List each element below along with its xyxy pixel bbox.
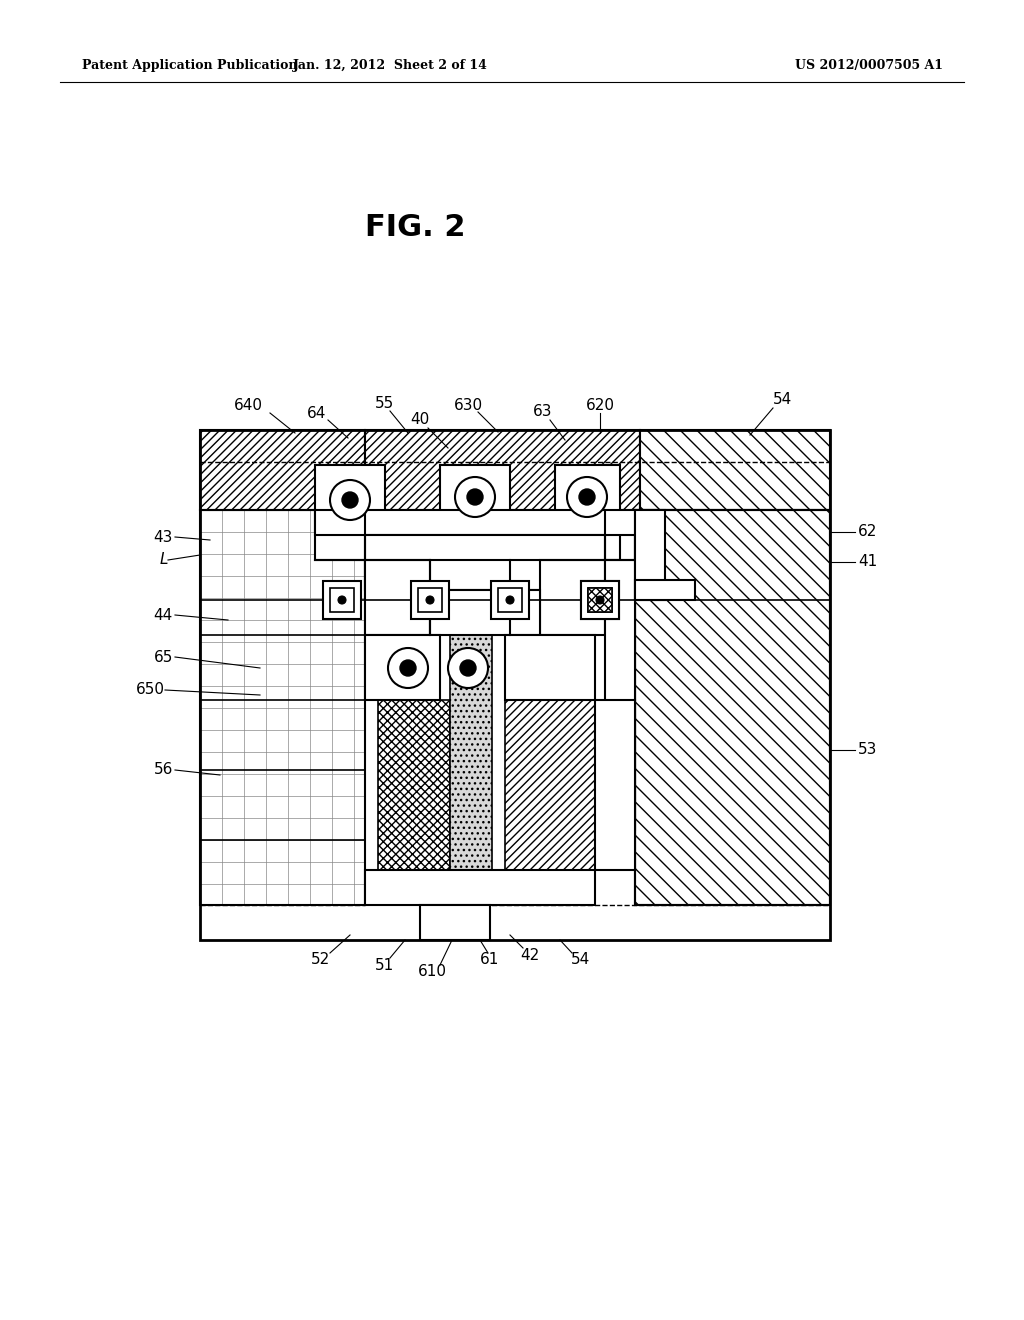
Bar [640, 430, 830, 510]
Text: 610: 610 [418, 965, 446, 979]
Bar [635, 510, 665, 601]
Bar [315, 510, 635, 535]
Bar [365, 870, 595, 906]
Circle shape [455, 477, 495, 517]
Bar [588, 587, 612, 612]
Text: 51: 51 [376, 957, 394, 973]
Text: 630: 630 [454, 397, 482, 412]
Bar [200, 510, 365, 906]
Bar [505, 635, 595, 700]
Circle shape [426, 597, 434, 605]
Text: 65: 65 [154, 649, 173, 664]
Circle shape [449, 648, 488, 688]
Bar [450, 635, 492, 870]
Text: 620: 620 [586, 397, 614, 412]
Bar [440, 465, 510, 554]
Text: 63: 63 [534, 404, 553, 420]
Bar [505, 635, 595, 870]
Text: 55: 55 [376, 396, 394, 411]
Bar [635, 510, 830, 906]
Text: 650: 650 [136, 682, 165, 697]
Bar [378, 700, 450, 870]
Circle shape [338, 597, 346, 605]
Circle shape [400, 660, 416, 676]
Text: 44: 44 [154, 607, 173, 623]
Text: L: L [160, 553, 168, 568]
Text: US 2012/0007505 A1: US 2012/0007505 A1 [795, 58, 943, 71]
Text: 41: 41 [858, 554, 878, 569]
Bar [581, 581, 618, 619]
Bar [588, 587, 612, 612]
Bar [595, 700, 635, 870]
Bar [330, 587, 354, 612]
Text: 61: 61 [480, 953, 500, 968]
Text: Patent Application Publication: Patent Application Publication [82, 58, 298, 71]
Bar [605, 560, 635, 830]
Text: 64: 64 [307, 405, 327, 421]
Bar [323, 581, 361, 619]
Bar [200, 430, 365, 510]
Circle shape [330, 480, 370, 520]
Bar [418, 587, 442, 612]
Text: 43: 43 [154, 529, 173, 544]
Circle shape [467, 488, 483, 506]
Bar [315, 465, 385, 560]
Bar [420, 906, 490, 940]
Bar [365, 535, 605, 590]
Circle shape [506, 597, 514, 605]
Bar [635, 510, 830, 906]
Text: 40: 40 [411, 412, 430, 428]
Bar [635, 579, 695, 601]
Text: 42: 42 [520, 948, 540, 962]
Text: 52: 52 [310, 953, 330, 968]
Circle shape [342, 492, 358, 508]
Bar [540, 560, 605, 635]
Text: 54: 54 [772, 392, 792, 408]
Text: 62: 62 [858, 524, 878, 540]
Text: 56: 56 [154, 763, 173, 777]
Circle shape [567, 477, 607, 517]
Bar [365, 430, 640, 510]
Bar [411, 581, 449, 619]
Circle shape [596, 597, 604, 605]
Circle shape [579, 488, 595, 506]
Text: 54: 54 [570, 953, 590, 968]
Text: 640: 640 [233, 397, 262, 412]
Bar [365, 635, 440, 700]
Bar [200, 430, 830, 940]
Bar [498, 587, 522, 612]
Circle shape [388, 648, 428, 688]
Bar [430, 590, 540, 635]
Text: 53: 53 [858, 742, 878, 758]
Text: Jan. 12, 2012  Sheet 2 of 14: Jan. 12, 2012 Sheet 2 of 14 [293, 58, 487, 71]
Bar [365, 560, 430, 635]
Bar [581, 581, 618, 619]
Bar [555, 465, 620, 560]
Bar [490, 581, 529, 619]
Text: FIG. 2: FIG. 2 [365, 214, 465, 243]
Circle shape [460, 660, 476, 676]
